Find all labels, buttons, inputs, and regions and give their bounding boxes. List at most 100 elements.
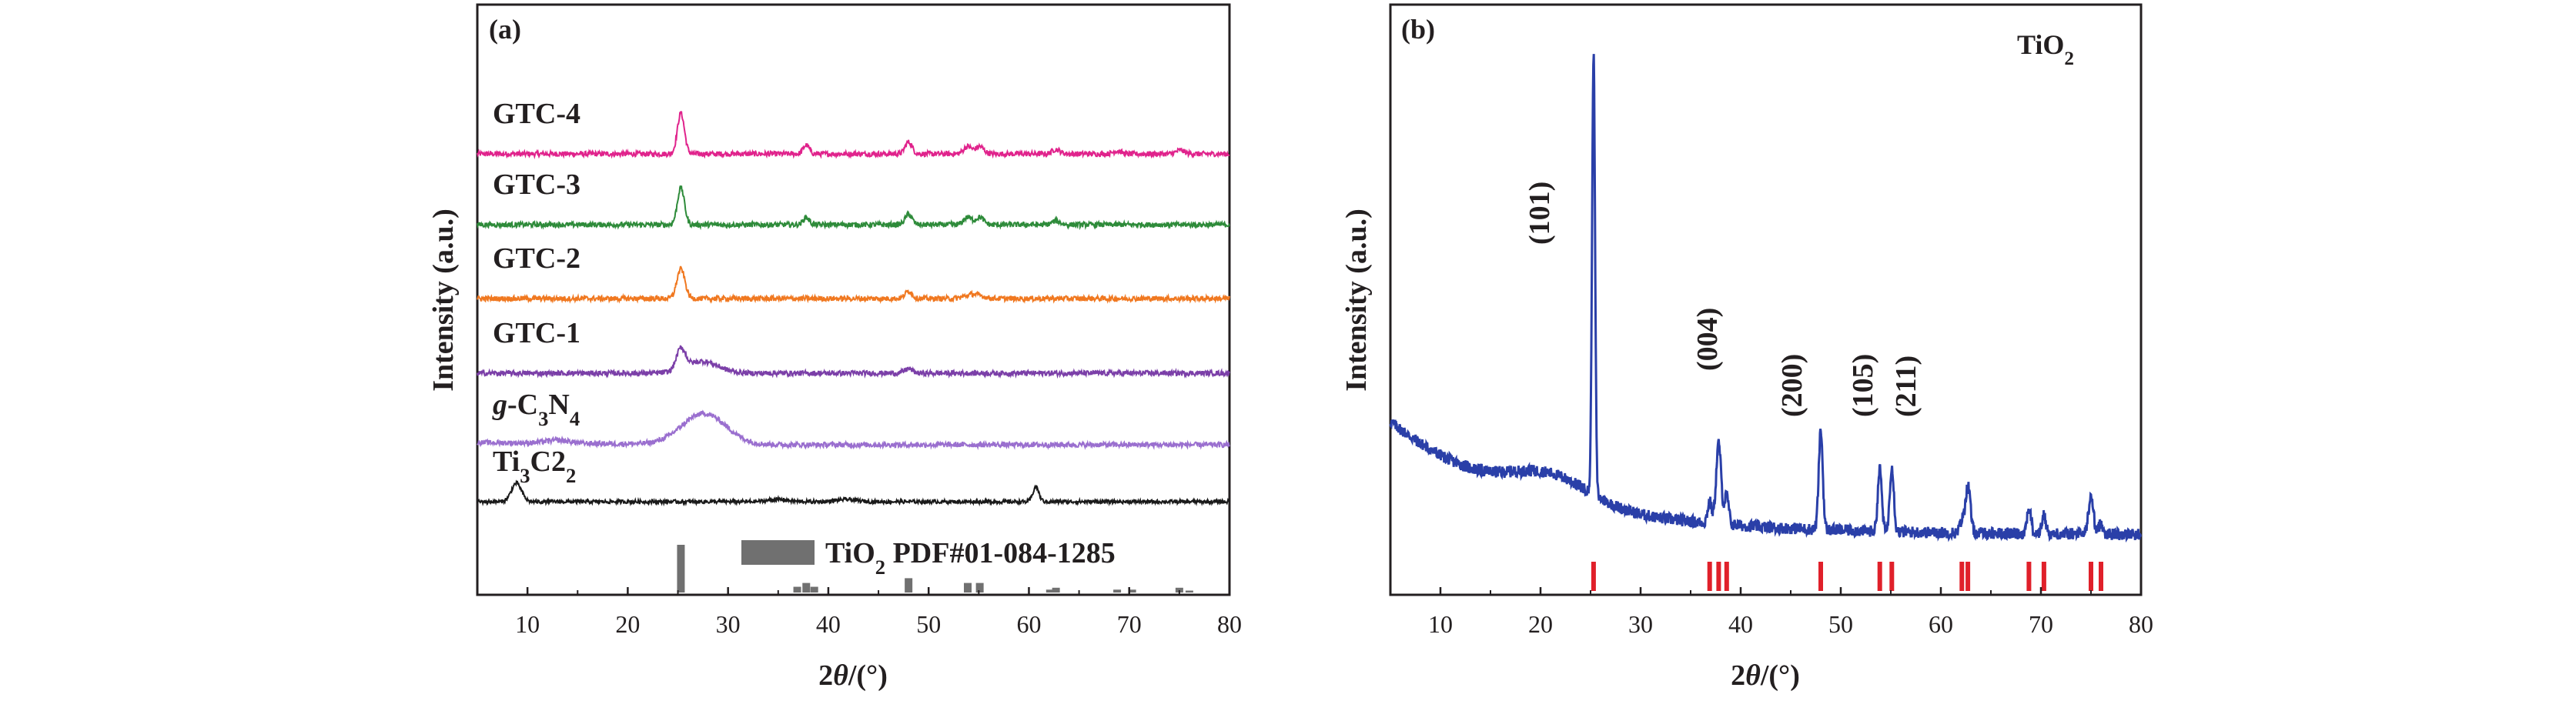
- peak-label: (101): [1524, 182, 1556, 245]
- y-axis-title-b: Intensity (a.u.): [1340, 209, 1373, 392]
- x-tick-label: 70: [2029, 610, 2053, 638]
- text-part: TiO: [825, 537, 875, 569]
- x-title-part: 2: [818, 659, 833, 692]
- reference-stick: [1045, 589, 1054, 593]
- x-tick-label: 50: [1828, 610, 1853, 638]
- text-part: TiO: [2017, 29, 2064, 60]
- peak-label: (004): [1691, 308, 1724, 371]
- x-tick-label: 80: [2129, 610, 2153, 638]
- reference-stick: [1591, 562, 1596, 591]
- reference-stick: [802, 582, 811, 593]
- series-line: [477, 110, 1230, 160]
- x-axis-title-a: 2θ/(°): [818, 659, 888, 692]
- text-part: g: [492, 389, 507, 421]
- text-part: GTC-2: [493, 242, 580, 275]
- x-axis-b: 10 20 30 40 50 60 70 80: [1390, 587, 2153, 638]
- reference-stick: [1052, 587, 1060, 593]
- peak-labels: (101) (004) (200) (105) (211): [1524, 182, 1922, 417]
- reference-stick: [1818, 562, 1823, 591]
- reference-stick: [1965, 562, 1971, 591]
- text-part: 2: [566, 464, 576, 487]
- reference-stick: [2089, 562, 2093, 591]
- text-part: GTC-4: [493, 98, 580, 130]
- x-tick-label: 20: [1528, 610, 1553, 638]
- x-title-part: θ: [833, 659, 848, 692]
- panel-b-title: TiO2: [2017, 29, 2074, 69]
- reference-stick: [1185, 590, 1193, 593]
- x-tick-label: 80: [1217, 610, 1242, 638]
- reference-stick: [975, 582, 984, 593]
- x-title-part: θ: [1745, 659, 1761, 692]
- peak-label: (200): [1776, 354, 1808, 417]
- text-part: 3: [520, 464, 530, 487]
- text-part: 4: [570, 407, 580, 430]
- series-line: [477, 345, 1230, 379]
- text-part: Ti: [493, 446, 520, 478]
- series-label: GTC-3: [493, 169, 580, 201]
- series-line: [477, 265, 1230, 305]
- text-part: -C: [507, 389, 538, 421]
- series-label: GTC-4: [493, 98, 580, 130]
- y-axis-title-a: Intensity (a.u.): [427, 209, 460, 392]
- reference-stick: [810, 586, 818, 593]
- reference-stick: [2041, 562, 2046, 591]
- x-tick-label: 70: [1117, 610, 1142, 638]
- series-line: [477, 479, 1230, 507]
- panel-a-label: (a): [489, 14, 521, 45]
- reference-stick: [2099, 562, 2103, 591]
- reference-stick: [1716, 562, 1721, 591]
- reference-stick: [677, 545, 685, 593]
- reference-legend-swatch: [741, 540, 815, 565]
- x-tick-label: 20: [615, 610, 640, 638]
- reference-legend: TiO2 PDF#01-084-1285: [741, 537, 1116, 579]
- x-title-part: /(°): [848, 659, 888, 692]
- series-label: g-C3N4: [492, 389, 580, 430]
- text-part: 2: [875, 556, 885, 579]
- reference-legend-label: TiO2 PDF#01-084-1285: [825, 537, 1116, 579]
- x-tick-label: 40: [816, 610, 841, 638]
- text-part: 2: [2064, 48, 2074, 69]
- reference-stick: [1724, 562, 1729, 591]
- x-tick-label: 40: [1728, 610, 1753, 638]
- series-line: [1389, 54, 2142, 543]
- reference-stick: [905, 578, 913, 593]
- reference-stick: [964, 582, 972, 593]
- text-part: 2: [551, 446, 566, 478]
- x-tick-label: 10: [515, 610, 540, 638]
- series-label: GTC-1: [493, 317, 580, 349]
- panel-b: (b) TiO2 (101)(004)(200) (105) (211) 10 20 3…: [1340, 3, 2153, 692]
- series-line: [477, 409, 1230, 451]
- panel-b-label: (b): [1401, 14, 1435, 45]
- peak-label: (105): [1847, 354, 1879, 417]
- x-tick-label: 10: [1428, 610, 1453, 638]
- reference-stick: [1959, 562, 1965, 591]
- text-part: N: [548, 389, 569, 421]
- reference-stick: [1877, 562, 1882, 591]
- peak-label: (211): [1890, 356, 1922, 417]
- x-tick-label: 60: [1929, 610, 1953, 638]
- x-axis-title-b: 2θ/(°): [1731, 659, 1800, 692]
- x-tick-label: 60: [1016, 610, 1041, 638]
- series-group-a: [477, 110, 1230, 507]
- reference-sticks-b: [1591, 562, 2103, 591]
- x-tick-label: 30: [716, 610, 741, 638]
- text-part: PDF#01-084-1285: [885, 537, 1116, 569]
- reference-stick: [1175, 587, 1183, 593]
- x-tick-label: 30: [1628, 610, 1653, 638]
- reference-stick: [793, 586, 801, 593]
- text-part: C: [530, 446, 551, 478]
- series-label: GTC-2: [493, 242, 580, 275]
- x-title-part: 2: [1731, 659, 1745, 692]
- series-label: Ti3C22: [493, 446, 576, 487]
- text-part: 3: [538, 407, 548, 430]
- reference-sticks-a: [677, 545, 1193, 593]
- reference-stick: [2026, 562, 2032, 591]
- series-line: [477, 185, 1230, 231]
- text-part: GTC-3: [493, 169, 580, 201]
- panel-a-frame: [476, 3, 1231, 596]
- text-part: GTC-1: [493, 317, 580, 349]
- x-tick-label: 50: [916, 610, 941, 638]
